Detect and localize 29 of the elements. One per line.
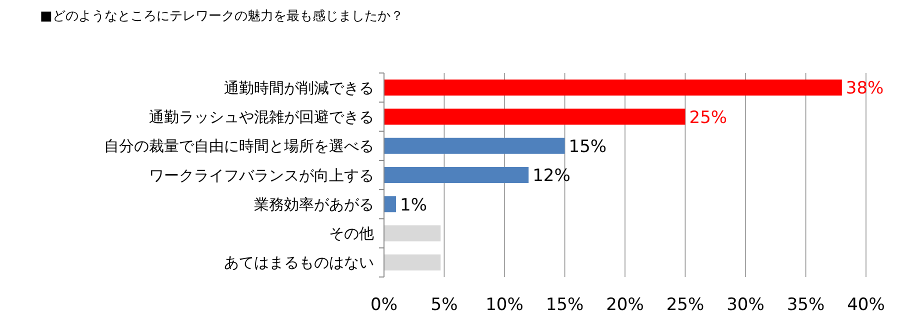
data-label: 38% [846, 78, 884, 99]
bar [384, 254, 441, 270]
y-tick-label: あてはまるものはない [224, 254, 374, 272]
data-label: 25% [689, 108, 728, 128]
y-tick-label: ワークライフバランスが向上する [149, 166, 374, 184]
data-label: 1% [400, 195, 428, 216]
bar [384, 108, 686, 125]
x-tick-label: 25% [666, 295, 704, 315]
data-label: 15% [568, 136, 607, 157]
y-tick-label: 業務効率があがる [254, 195, 374, 214]
x-tick-label: 30% [726, 295, 764, 315]
x-tick-label: 15% [546, 295, 584, 315]
bar [384, 196, 396, 212]
y-tick-label: 通勤時間が削減できる [224, 78, 374, 97]
x-tick-label: 20% [606, 295, 644, 315]
x-tick-label: 40% [847, 295, 885, 315]
y-tick-label: 自分の裁量で自由に時間と場所を選べる [104, 137, 374, 156]
bar [384, 225, 441, 242]
x-tick-label: 35% [786, 295, 825, 315]
bar [384, 80, 842, 96]
y-tick-label: その他 [329, 224, 374, 243]
bar [384, 166, 529, 184]
x-tick-label: 10% [486, 295, 524, 315]
bar [384, 138, 565, 154]
text: ■どのようなところにテレワークの魅力を最も感じましたか？ [40, 9, 404, 24]
x-tick-label: 0% [370, 295, 398, 315]
y-tick-label: 通勤ラッシュや混雑が回避できる [149, 108, 374, 126]
data-label: 12% [532, 166, 570, 186]
x-tick-label: 5% [430, 295, 458, 315]
